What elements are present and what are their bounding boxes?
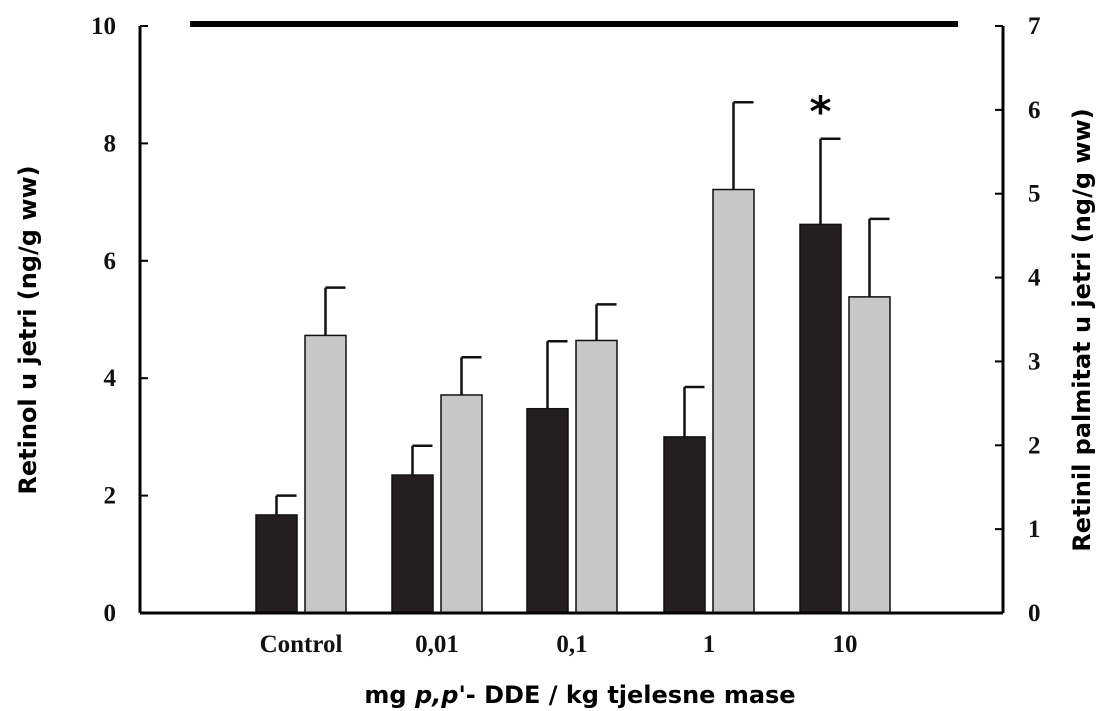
- y-right-tick-label: 6: [1028, 97, 1041, 124]
- bar: [526, 407, 569, 614]
- bar: [712, 188, 755, 614]
- x-tick-label: Control: [260, 631, 343, 658]
- y-left-tick-label: 8: [104, 130, 117, 157]
- bars-layer: [255, 101, 891, 614]
- bar: [799, 223, 842, 614]
- y-left-tick-label: 4: [104, 365, 117, 392]
- plot-frame: [138, 21, 1005, 615]
- x-tick-label: 0,1: [556, 631, 587, 658]
- significance-star: *: [810, 87, 832, 136]
- bar: [575, 339, 618, 614]
- x-axis-title-part: '- DDE / kg tjelesne mase: [458, 681, 795, 709]
- x-tick-label: 10: [833, 631, 858, 658]
- y-axis-right-title: Retinil palmitat u jetri (ng/g ww): [1068, 108, 1096, 551]
- bar: [304, 334, 347, 614]
- bar: [391, 474, 434, 614]
- x-tick-label: 0,01: [415, 631, 459, 658]
- x-axis-title: mg p,p'- DDE / kg tjelesne mase: [364, 681, 795, 709]
- ticks-layer: 0 2 4 6 8 10 0 1 2 3 4 5 6 7 Control 0,01 0,1 1 10: [91, 13, 1041, 658]
- y-left-tick-label: 0: [104, 600, 117, 627]
- y-right-tick-label: 7: [1028, 13, 1041, 40]
- y-left-tick-label: 6: [104, 248, 117, 275]
- y-left-tick-label: 10: [91, 13, 116, 40]
- bar: [255, 514, 298, 614]
- y-left-tick-label: 2: [104, 483, 117, 510]
- labels-layer: mg p,p'- DDE / kg tjelesne mase Retinol …: [14, 87, 1096, 709]
- y-right-tick-label: 5: [1028, 181, 1041, 208]
- y-right-tick-label: 4: [1028, 265, 1041, 292]
- y-axis-left-title: Retinol u jetri (ng/g ww): [14, 165, 42, 494]
- x-tick-label: 1: [703, 631, 716, 658]
- y-right-tick-label: 0: [1028, 600, 1041, 627]
- x-axis-title-part: mg: [364, 681, 415, 709]
- y-right-tick-label: 1: [1028, 516, 1041, 543]
- bar: [663, 436, 706, 614]
- y-right-tick-label: 2: [1028, 432, 1041, 459]
- x-axis-title-italic-part: p,p: [414, 681, 458, 709]
- y-right-tick-label: 3: [1028, 348, 1041, 375]
- bar: [848, 296, 891, 614]
- bar: [440, 394, 483, 614]
